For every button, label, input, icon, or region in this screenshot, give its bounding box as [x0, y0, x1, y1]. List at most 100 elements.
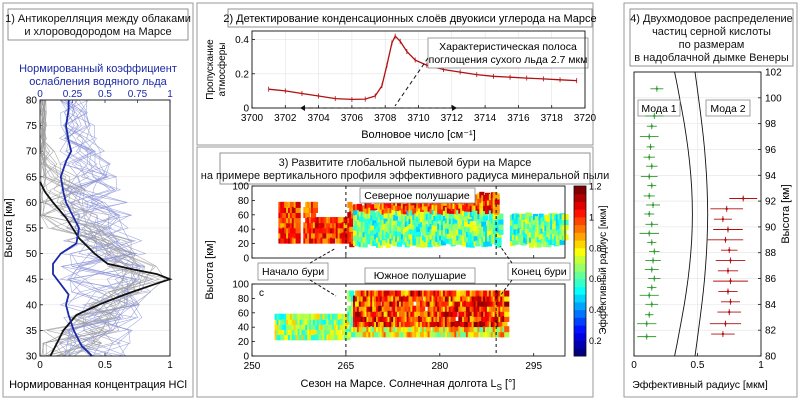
heatmap-cell	[420, 305, 426, 312]
heatmap-cell	[483, 290, 489, 297]
y-tick-label: 20	[238, 337, 250, 348]
heatmap-cell	[467, 310, 473, 317]
heatmap-cell	[462, 331, 468, 338]
heatmap-cell	[494, 198, 500, 205]
y-tick-label: 80	[765, 352, 777, 363]
x-tick-label: 280	[431, 361, 448, 372]
y-tick-label: 0.4	[235, 35, 249, 46]
panel-frame-1	[2, 2, 194, 398]
colorbar-tick-label: 1	[589, 212, 594, 222]
heatmap-cell	[284, 334, 290, 341]
heatmap-cell	[460, 290, 466, 297]
heatmap-cell	[494, 203, 500, 210]
heatmap-cell	[295, 222, 301, 229]
heatmap-cell	[309, 237, 315, 244]
heatmap-cell	[513, 238, 519, 245]
storm-end-label: Конец бури	[511, 266, 566, 278]
heatmap-cell	[305, 212, 311, 219]
heatmap-cell	[311, 212, 317, 219]
heatmap-cell	[372, 219, 378, 226]
mode-boundary-1	[674, 71, 693, 357]
heatmap-cell	[450, 321, 456, 328]
heatmap-cell	[431, 229, 437, 236]
ice-profile-thin	[63, 99, 138, 357]
heatmap-cell	[504, 326, 510, 333]
p3-title-box	[219, 152, 591, 185]
y-tick-label: 50	[26, 249, 38, 260]
heatmap-cell	[420, 310, 426, 317]
data-point	[650, 165, 653, 168]
heatmap-cell	[446, 222, 452, 229]
heatmap-cell	[295, 207, 301, 213]
y-tick-label: 65	[26, 172, 38, 183]
heatmap-cell	[353, 209, 359, 216]
heatmap-cell	[534, 216, 540, 223]
heatmap-cell	[289, 201, 296, 208]
heatmap-cell	[418, 295, 424, 302]
heatmap-cell	[444, 237, 451, 244]
y-tick-label: 0.2	[235, 69, 249, 80]
heatmap-cell	[465, 305, 472, 312]
heatmap-cell	[486, 240, 493, 247]
heatmap-cell	[374, 223, 380, 229]
heatmap-cell	[452, 218, 458, 225]
y-axis-label: атмосферы	[216, 43, 228, 97]
heatmap-cell	[385, 305, 391, 312]
x-tick-label: 0	[631, 360, 637, 371]
y-tick-label: 94	[765, 171, 777, 182]
y-tick-label: 60	[238, 210, 250, 221]
heatmap-cell	[437, 203, 443, 210]
mode2-label: Мода 2	[710, 103, 745, 115]
data-point	[648, 175, 651, 178]
heatmap-cell	[450, 214, 456, 221]
p2-title-box	[227, 8, 593, 28]
x-tick-label: 0.5	[98, 360, 112, 371]
heatmap-cell	[437, 331, 443, 338]
heatmap-cell	[473, 295, 479, 302]
heatmap-cell	[521, 214, 527, 220]
plot-border	[251, 283, 566, 357]
colorbar-segment	[574, 224, 586, 233]
heatmap-cell	[341, 232, 347, 239]
heatmap-cell	[389, 290, 395, 297]
heatmap-cell	[423, 310, 429, 317]
hcl-profile-thin	[41, 100, 136, 357]
data-point	[728, 248, 731, 252]
storm-end-arrow-down	[499, 279, 513, 297]
data-point	[650, 241, 653, 244]
heatmap-cell	[291, 318, 297, 325]
panel-2-co2-detection: 2) Детектирование конденсационных слоёв …	[205, 8, 597, 141]
plot-border	[251, 185, 566, 259]
heatmap-cell	[408, 300, 414, 307]
colorbar-label: Эффективный радиус [мкм]	[597, 205, 609, 334]
hcl-profile-thin	[40, 99, 161, 357]
panel-frame-4	[623, 2, 798, 398]
mode2-label-box	[705, 99, 751, 117]
colorbar-segment	[574, 317, 586, 326]
x-tick-label: 250	[244, 361, 261, 372]
data-point	[650, 184, 653, 187]
x-tick-label: 295	[525, 361, 542, 372]
heatmap-cell	[454, 238, 460, 245]
top-tick-label: 0.75	[128, 89, 148, 100]
heatmap-cell	[311, 324, 317, 330]
y-tick-label: 0	[243, 254, 249, 265]
data-point	[728, 310, 731, 314]
heatmap-cell	[536, 241, 542, 248]
heatmap-cell	[448, 300, 454, 307]
x-axis-label-unit: [°]	[502, 378, 516, 390]
heatmap-cell	[326, 222, 332, 229]
colorbar-segment	[574, 216, 586, 226]
heatmap-cell	[498, 218, 504, 225]
heatmap-cell	[563, 219, 569, 226]
colorbar-segment	[574, 332, 586, 341]
heatmap-cell	[295, 201, 301, 208]
heatmap-cell	[370, 209, 376, 216]
data-point	[721, 217, 725, 221]
heatmap-cell	[349, 220, 355, 227]
data-point	[724, 238, 727, 242]
heatmap-cell	[479, 331, 485, 338]
y-tick-label: 35	[26, 326, 38, 337]
heatmap-cell	[431, 224, 437, 231]
mode1-label: Мода 1	[641, 103, 676, 115]
